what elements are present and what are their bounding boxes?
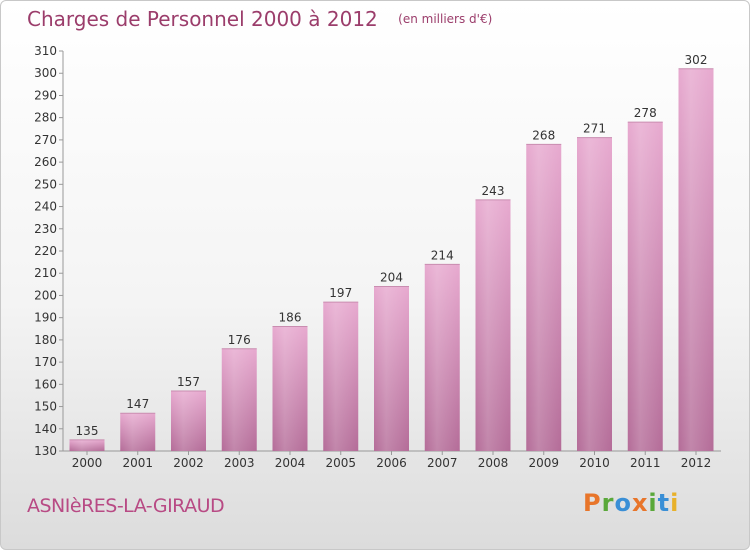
- y-tick-label: 220: [34, 244, 57, 258]
- x-tick-label: 2009: [528, 456, 559, 470]
- bar-shine-2006: [374, 286, 409, 451]
- x-tick-label: 2005: [325, 456, 356, 470]
- x-tick-label: 2006: [376, 456, 407, 470]
- axes-layer: 130 140 150 160 170 180 190 200 210 220 230 240 250 2…: [34, 44, 721, 458]
- labels-layer: 2000 135 2001 147 2002 157 2003 176 2004 186 2005 1…: [72, 53, 712, 470]
- x-tick-label: 2001: [122, 456, 153, 470]
- y-tick-label: 270: [34, 133, 57, 147]
- logo-letter: t: [657, 489, 671, 517]
- value-label: 271: [583, 122, 606, 136]
- chart-title: Charges de Personnel 2000 à 2012: [27, 7, 378, 31]
- value-label: 147: [126, 397, 149, 411]
- x-tick-label: 2003: [224, 456, 255, 470]
- y-tick-label: 310: [34, 44, 57, 58]
- value-label: 176: [228, 333, 251, 347]
- y-tick-label: 260: [34, 155, 57, 169]
- bar-shine-2011: [627, 122, 663, 451]
- x-tick-label: 2011: [630, 456, 661, 470]
- value-label: 278: [634, 106, 657, 120]
- bar-shine-2000: [69, 439, 105, 451]
- proxiti-logo: Proxiti: [583, 489, 679, 517]
- y-tick-label: 150: [34, 400, 57, 414]
- y-tick-label: 300: [34, 66, 57, 80]
- bar-shine-2012: [678, 68, 714, 452]
- chart-subtitle: (en milliers d'€): [398, 12, 493, 26]
- y-tick-label: 290: [34, 88, 57, 102]
- bar-shine-2010: [577, 137, 612, 451]
- logo-letter: P: [583, 489, 602, 517]
- bar-shine-2005: [323, 302, 359, 451]
- x-tick-label: 2004: [275, 456, 306, 470]
- value-label: 302: [685, 53, 708, 67]
- y-tick-label: 160: [34, 377, 57, 391]
- value-label: 157: [177, 375, 200, 389]
- bar-shine-2001: [120, 413, 156, 451]
- bar-shine-2003: [221, 348, 257, 451]
- bar-shine-2004: [272, 326, 308, 451]
- logo-letter: o: [614, 489, 632, 517]
- y-tick-label: 170: [34, 355, 57, 369]
- value-label: 243: [482, 184, 505, 198]
- y-tick-label: 180: [34, 333, 57, 347]
- x-tick-label: 2007: [427, 456, 458, 470]
- value-label: 135: [76, 424, 99, 438]
- y-tick-label: 200: [34, 288, 57, 302]
- logo-letter: x: [631, 489, 649, 517]
- logo-letter: r: [601, 489, 615, 517]
- value-label: 197: [329, 286, 352, 300]
- x-tick-label: 2002: [173, 456, 204, 470]
- y-tick-label: 280: [34, 111, 57, 125]
- y-tick-label: 140: [34, 422, 57, 436]
- bars-layer: [69, 68, 714, 452]
- x-tick-label: 2010: [579, 456, 610, 470]
- bar-shine-2009: [526, 144, 562, 452]
- y-tick-label: 210: [34, 266, 57, 280]
- y-tick-label: 250: [34, 177, 57, 191]
- chart-title-block: Charges de Personnel 2000 à 2012 (en mil…: [27, 7, 492, 31]
- y-tick-label: 230: [34, 222, 57, 236]
- value-label: 186: [279, 311, 302, 325]
- commune-name: ASNIèRES-LA-GIRAUD: [27, 495, 225, 517]
- bar-shine-2007: [424, 264, 460, 451]
- value-label: 214: [431, 248, 454, 262]
- y-tick-label: 190: [34, 311, 57, 325]
- x-tick-label: 2000: [72, 456, 103, 470]
- bar-shine-2002: [171, 391, 206, 451]
- bar-shine-2008: [475, 199, 511, 451]
- logo-letter: i: [670, 489, 680, 517]
- value-label: 204: [380, 271, 403, 285]
- value-label: 268: [532, 128, 555, 142]
- x-tick-label: 2012: [681, 456, 712, 470]
- y-tick-label: 130: [34, 444, 57, 458]
- y-tick-label: 240: [34, 200, 57, 214]
- logo-letter: i: [648, 489, 658, 517]
- x-tick-label: 2008: [478, 456, 509, 470]
